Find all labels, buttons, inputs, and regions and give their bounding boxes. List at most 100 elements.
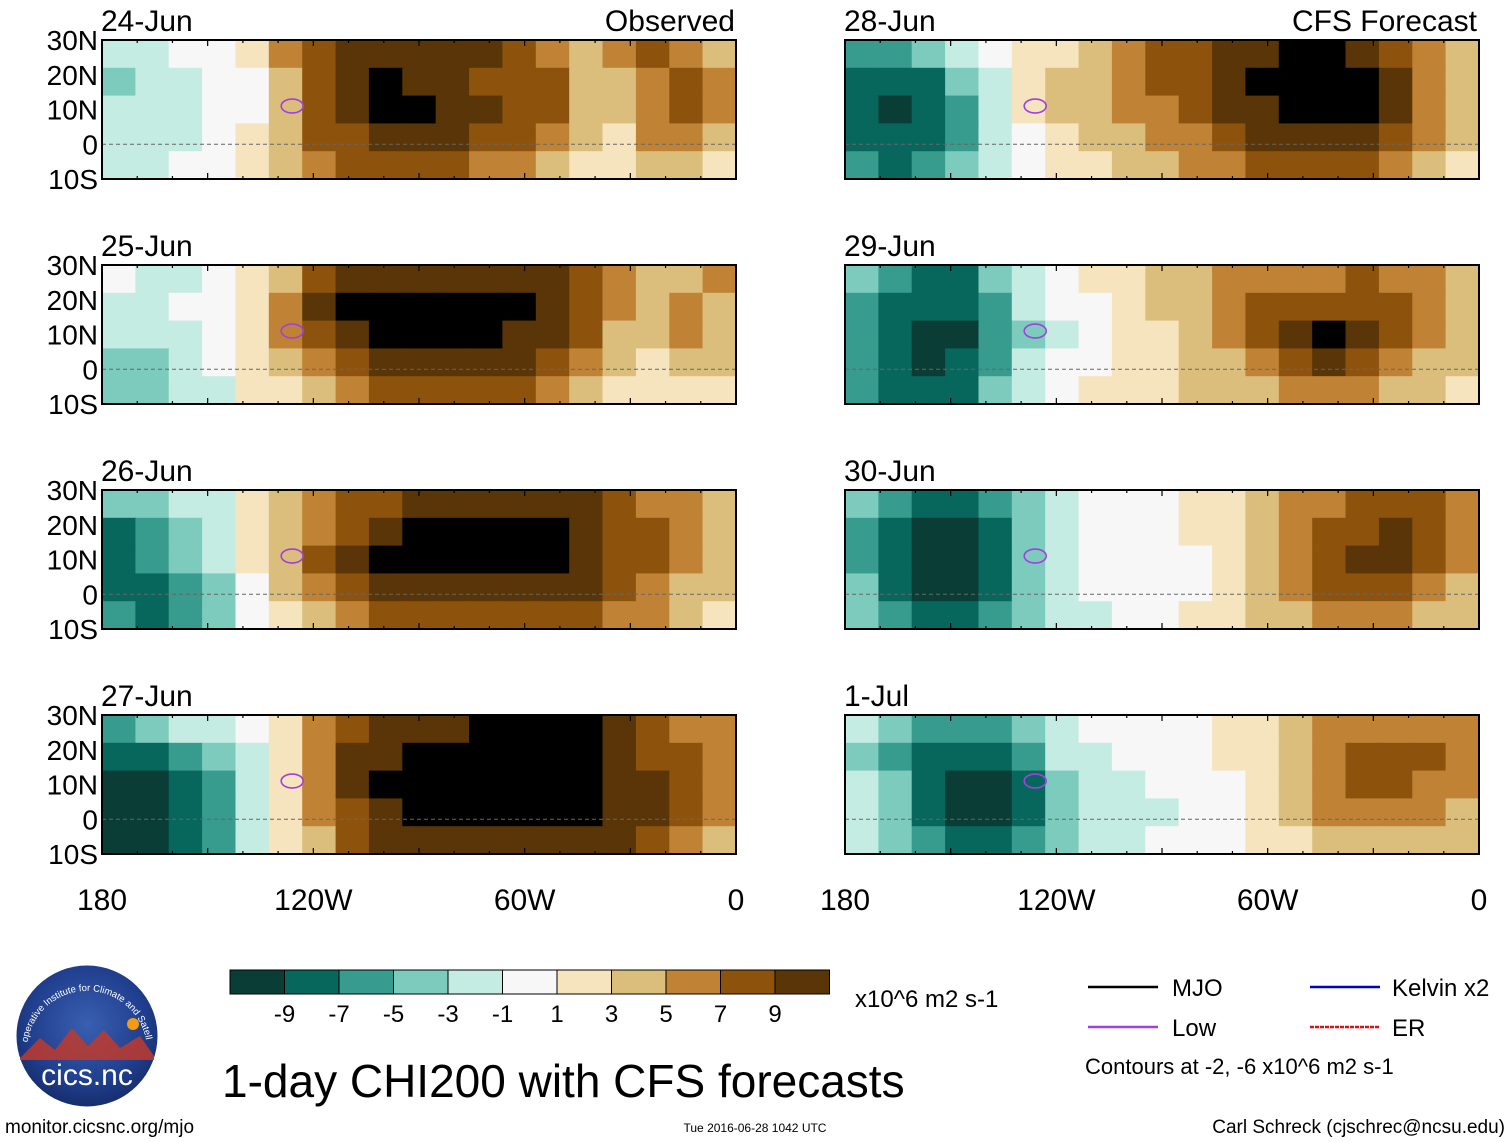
colorbar-swatch bbox=[611, 969, 667, 995]
field-cell bbox=[302, 826, 337, 854]
y-tick-label: 10S bbox=[48, 614, 98, 645]
y-tick-label: 30N bbox=[47, 700, 98, 731]
field-cell bbox=[402, 573, 437, 602]
field-cell bbox=[602, 545, 637, 574]
field-cell bbox=[602, 517, 637, 547]
field-cell bbox=[1045, 770, 1080, 799]
field-cell bbox=[168, 601, 203, 629]
field-cell bbox=[535, 798, 570, 827]
field-cell bbox=[302, 545, 337, 574]
field-cell bbox=[335, 348, 370, 377]
colorbar-tick-label: 7 bbox=[714, 1001, 727, 1028]
field-cell bbox=[202, 292, 237, 322]
field-cell bbox=[235, 123, 270, 152]
legend-kelvin-label: Kelvin x2 bbox=[1392, 975, 1489, 1002]
field-cell bbox=[978, 601, 1013, 629]
field-cell bbox=[535, 601, 570, 629]
field-cell bbox=[1212, 95, 1247, 124]
field-cell bbox=[469, 573, 504, 602]
field-cell bbox=[1345, 770, 1380, 799]
field-cell bbox=[1178, 348, 1213, 377]
field-cell bbox=[402, 798, 437, 827]
y-tick-label: 20N bbox=[790, 285, 841, 316]
field-cell bbox=[1078, 292, 1113, 322]
field-cell bbox=[1045, 742, 1080, 772]
field-cell bbox=[1412, 376, 1447, 404]
field-cell bbox=[1378, 151, 1413, 179]
field-cell bbox=[268, 490, 303, 519]
field-cell bbox=[1245, 151, 1280, 179]
field-cell bbox=[1011, 517, 1046, 547]
field-cell bbox=[1111, 348, 1146, 377]
field-cell bbox=[1178, 573, 1213, 602]
field-cell bbox=[1178, 826, 1213, 854]
field-cell bbox=[911, 742, 946, 772]
field-cell bbox=[845, 517, 879, 547]
field-cell bbox=[945, 320, 980, 349]
field-cell bbox=[1445, 490, 1479, 519]
field-cell bbox=[1045, 798, 1080, 827]
field-cell bbox=[235, 292, 270, 322]
field-cell bbox=[268, 715, 303, 744]
field-cell bbox=[1212, 67, 1247, 97]
field-cell bbox=[202, 95, 237, 124]
field-cell bbox=[878, 490, 913, 519]
field-cell bbox=[978, 348, 1013, 377]
field-cell bbox=[1412, 545, 1447, 574]
field-cell bbox=[435, 265, 470, 294]
field-cell bbox=[268, 292, 303, 322]
field-cell bbox=[302, 601, 337, 629]
field-cell bbox=[602, 715, 637, 744]
field-cell bbox=[669, 123, 704, 152]
field-cell bbox=[1412, 490, 1447, 519]
chi200-field bbox=[845, 715, 1479, 854]
field-cell bbox=[1011, 742, 1046, 772]
field-cell bbox=[1245, 770, 1280, 799]
field-cell bbox=[102, 292, 136, 322]
field-cell bbox=[1045, 95, 1080, 124]
field-cell bbox=[268, 798, 303, 827]
field-cell bbox=[635, 67, 670, 97]
author-credit: Carl Schreck (cjschrec@ncsu.edu) bbox=[1212, 1117, 1505, 1138]
figure-title: 1-day CHI200 with CFS forecasts bbox=[222, 1055, 905, 1107]
field-cell bbox=[635, 742, 670, 772]
field-cell bbox=[702, 573, 736, 602]
y-tick-label: 20N bbox=[47, 60, 98, 91]
field-cell bbox=[878, 798, 913, 827]
y-tick-label: 0 bbox=[825, 804, 841, 835]
field-cell bbox=[135, 573, 170, 602]
y-tick-label: 20N bbox=[47, 510, 98, 541]
field-cell bbox=[1312, 742, 1347, 772]
field-cell bbox=[569, 826, 604, 854]
y-tick-label: 10N bbox=[47, 95, 98, 126]
map-panels: 24-Jun30N20N10N010S28-Jun30N20N10N010S25… bbox=[47, 5, 1480, 870]
colorbar-tick-label: -3 bbox=[437, 1001, 458, 1028]
field-cell bbox=[978, 798, 1013, 827]
field-cell bbox=[368, 320, 403, 349]
field-cell bbox=[135, 292, 170, 322]
field-cell bbox=[1011, 348, 1046, 377]
field-cell bbox=[402, 517, 437, 547]
field-cell bbox=[1312, 798, 1347, 827]
field-cell bbox=[1345, 545, 1380, 574]
field-cell bbox=[978, 95, 1013, 124]
field-cell bbox=[335, 770, 370, 799]
field-cell bbox=[1178, 320, 1213, 349]
field-cell bbox=[1045, 826, 1080, 854]
field-cell bbox=[1378, 320, 1413, 349]
field-cell bbox=[1212, 545, 1247, 574]
field-cell bbox=[702, 67, 736, 97]
field-cell bbox=[669, 40, 704, 69]
colorbar-swatch bbox=[720, 969, 776, 995]
field-cell bbox=[335, 123, 370, 152]
field-cell bbox=[1011, 601, 1046, 629]
field-cell bbox=[469, 265, 504, 294]
cfs-forecast-column-label: CFS Forecast bbox=[1292, 5, 1478, 38]
field-cell bbox=[102, 601, 136, 629]
field-cell bbox=[1111, 770, 1146, 799]
field-cell bbox=[911, 348, 946, 377]
field-cell bbox=[602, 40, 637, 69]
